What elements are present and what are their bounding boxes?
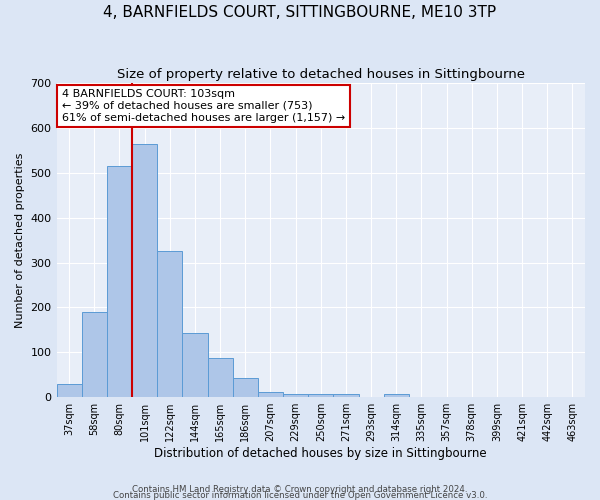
Bar: [56, 384, 82, 397]
Bar: [208, 358, 233, 397]
Bar: [334, 394, 359, 397]
Bar: [182, 333, 208, 397]
Bar: [132, 144, 157, 397]
X-axis label: Distribution of detached houses by size in Sittingbourne: Distribution of detached houses by size …: [154, 447, 487, 460]
Bar: [107, 166, 132, 397]
Text: Contains HM Land Registry data © Crown copyright and database right 2024.: Contains HM Land Registry data © Crown c…: [132, 485, 468, 494]
Title: Size of property relative to detached houses in Sittingbourne: Size of property relative to detached ho…: [117, 68, 525, 80]
Text: 4 BARNFIELDS COURT: 103sqm
← 39% of detached houses are smaller (753)
61% of sem: 4 BARNFIELDS COURT: 103sqm ← 39% of deta…: [62, 90, 345, 122]
Y-axis label: Number of detached properties: Number of detached properties: [15, 152, 25, 328]
Bar: [383, 394, 409, 397]
Bar: [283, 394, 308, 397]
Bar: [82, 312, 107, 397]
Text: 4, BARNFIELDS COURT, SITTINGBOURNE, ME10 3TP: 4, BARNFIELDS COURT, SITTINGBOURNE, ME10…: [103, 5, 497, 20]
Bar: [157, 252, 182, 397]
Text: Contains public sector information licensed under the Open Government Licence v3: Contains public sector information licen…: [113, 490, 487, 500]
Bar: [308, 394, 334, 397]
Bar: [233, 378, 258, 397]
Bar: [258, 392, 283, 397]
